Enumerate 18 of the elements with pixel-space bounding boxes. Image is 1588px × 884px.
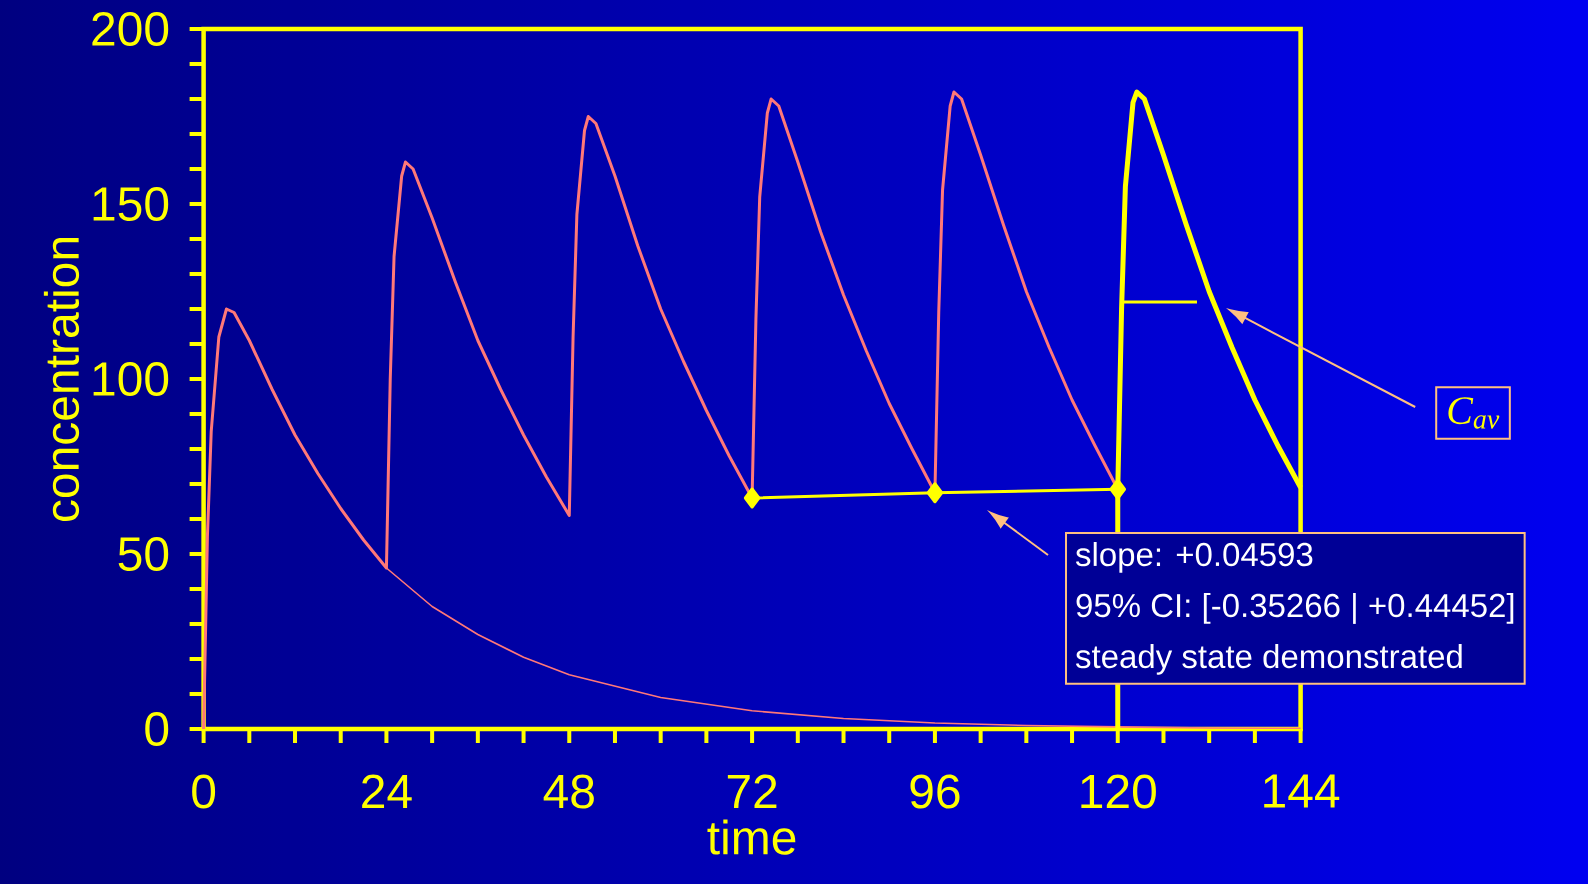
x-tick-label: 72 [727, 774, 777, 809]
annotation: slope: +0.04593 [1075, 541, 1313, 573]
y-tick-label: 50 [118, 537, 169, 571]
y-axis-title: concentration [43, 238, 80, 522]
annotation: steady state demonstrated [1075, 643, 1462, 675]
y-tick-label: 150 [93, 187, 169, 221]
y-tick-label: 100 [93, 362, 169, 396]
x-axis-title: time [707, 819, 796, 855]
y-tick-label: 0 [145, 712, 169, 746]
x-tick-label: 144 [1264, 774, 1340, 808]
x-tick-label: 24 [362, 774, 412, 809]
x-tick-label: 120 [1081, 774, 1156, 809]
text: C$_{av}$ [1448, 397, 1500, 429]
x-tick-label: 48 [543, 774, 594, 809]
x-tick-label: 96 [910, 774, 960, 809]
annotation: 95% CI: [-0.35266 | +0.44452] [1076, 592, 1514, 624]
x-tick-label: 0 [192, 774, 216, 809]
y-tick-label: 200 [92, 12, 169, 46]
